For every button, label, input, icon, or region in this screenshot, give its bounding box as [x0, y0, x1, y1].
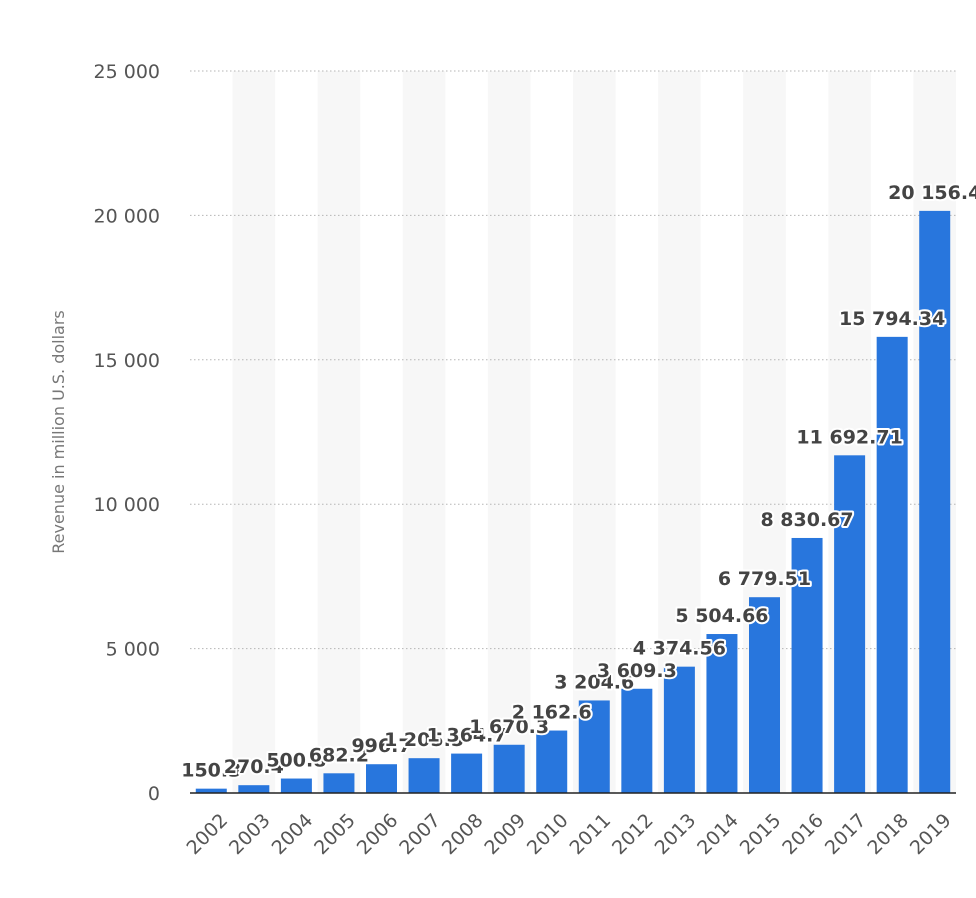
- x-tick-label: 2004: [268, 809, 318, 859]
- bar: [663, 666, 695, 793]
- y-tick-label: 5 000: [106, 639, 160, 661]
- x-tick-label: 2016: [778, 809, 828, 859]
- bar: [536, 730, 568, 793]
- column-band: [317, 71, 361, 793]
- data-label: 3 609.3: [597, 660, 677, 682]
- bar: [323, 773, 355, 793]
- column-band: [402, 71, 446, 793]
- y-tick-label: 20 000: [94, 205, 160, 227]
- x-tick-label: 2009: [480, 809, 530, 859]
- data-label: 500.8: [266, 750, 326, 772]
- data-label: 5 504.66: [675, 605, 768, 627]
- data-label: 8 830.67: [760, 509, 853, 531]
- bar: [280, 778, 312, 793]
- y-tick-label: 15 000: [94, 350, 160, 372]
- y-axis-label: Revenue in million U.S. dollars: [49, 310, 68, 554]
- bar: [408, 758, 440, 793]
- x-tick-label: 2015: [736, 809, 786, 859]
- x-tick-label: 2007: [395, 809, 445, 859]
- x-tick-label: 2014: [693, 809, 743, 859]
- data-label: 1 364.7: [427, 725, 507, 747]
- bar: [876, 336, 908, 793]
- x-tick-label: 2019: [906, 809, 956, 859]
- data-label: 20 156.4: [888, 182, 976, 204]
- data-label: 3 204.6: [554, 671, 634, 693]
- x-tick-label: 2010: [523, 809, 573, 859]
- column-band: [573, 71, 616, 793]
- x-tick-label: 2003: [225, 809, 275, 859]
- data-label: 1 205.5: [384, 729, 464, 751]
- bar: [366, 764, 397, 793]
- bar: [919, 210, 951, 793]
- y-axis-ticks: 0 5 000 10 000 15 000 20 000 25 000: [94, 61, 160, 805]
- x-tick-label: 2012: [608, 809, 658, 859]
- bars: [195, 210, 951, 793]
- x-tick-label: 2002: [182, 809, 232, 859]
- x-tick-label: 2005: [310, 809, 360, 859]
- data-label: 6 779.51: [718, 568, 811, 590]
- data-label: 15 794.34: [839, 308, 945, 330]
- data-label: 11 692.71: [796, 426, 902, 448]
- bar: [238, 785, 270, 793]
- x-tick-label: 2011: [565, 809, 615, 859]
- x-tick-label: 2017: [821, 809, 871, 859]
- data-label: 682.2: [309, 744, 369, 766]
- x-tick-label: 2013: [651, 809, 701, 859]
- bar: [791, 537, 823, 793]
- data-label: 270.4: [224, 756, 284, 778]
- bar: [621, 688, 653, 793]
- bar: [834, 455, 866, 793]
- data-label: 4 374.56: [633, 638, 726, 660]
- x-tick-label: 2006: [353, 809, 403, 859]
- x-tick-label: 2018: [863, 809, 913, 859]
- column-band: [232, 71, 276, 793]
- bar: [451, 753, 483, 793]
- y-tick-label: 25 000: [94, 61, 160, 83]
- x-tick-label: 2008: [438, 809, 488, 859]
- bar: [749, 597, 780, 793]
- bar: [493, 744, 525, 793]
- bar: [195, 788, 227, 793]
- bar: [578, 700, 610, 793]
- data-label: 1 670.3: [469, 716, 549, 738]
- data-label: 996.7: [351, 735, 411, 757]
- y-tick-label: 0: [148, 783, 160, 805]
- data-label: 150.3: [181, 760, 241, 782]
- x-axis-ticks: 2002200320042005200620072008200920102011…: [182, 809, 955, 859]
- column-band: [487, 71, 531, 793]
- data-label: 2 162.6: [512, 702, 592, 724]
- y-tick-label: 10 000: [94, 494, 160, 516]
- bar: [706, 634, 738, 793]
